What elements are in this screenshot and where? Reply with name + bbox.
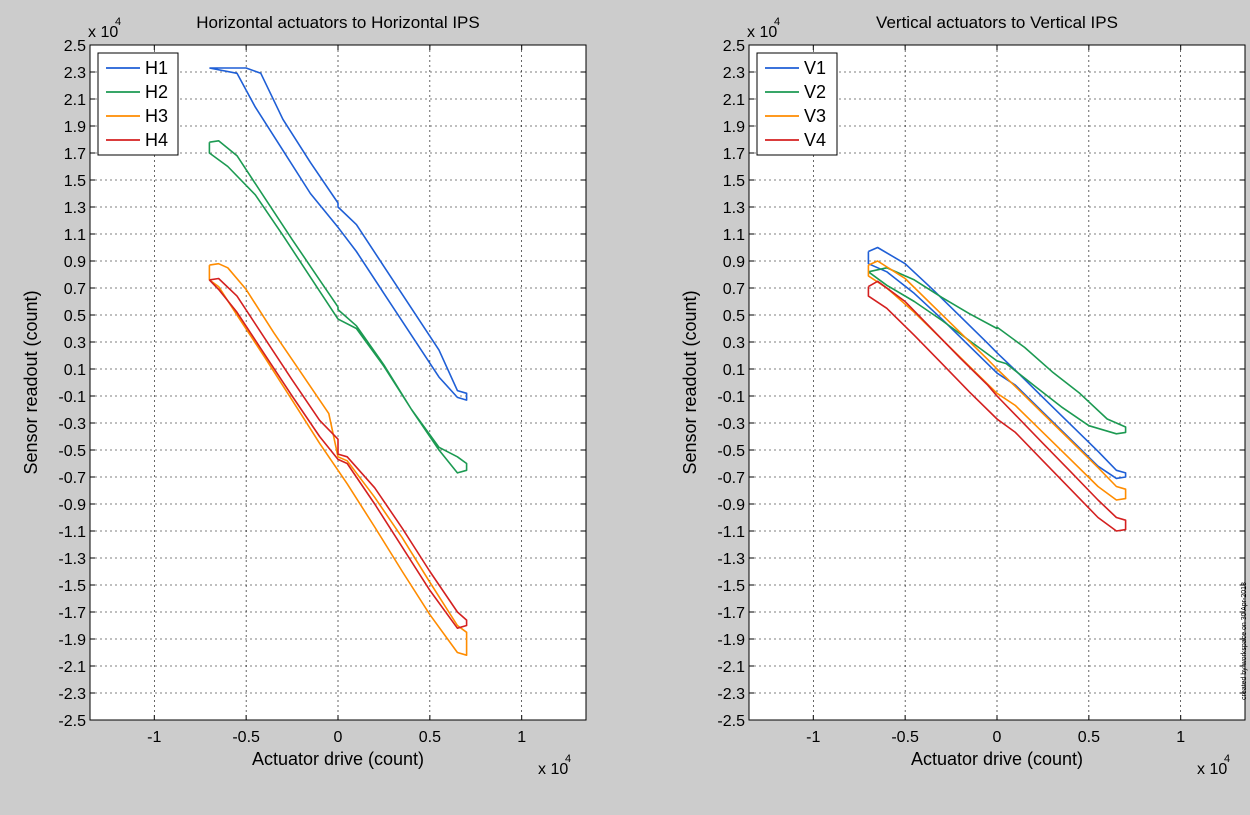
v-y-tick-label: -0.9 [717,497,745,514]
h-series-h3-line [208,262,468,656]
h-y-tick-label: -1.1 [58,524,86,541]
v-y-tick-label: -1.5 [717,578,745,595]
h-y-tick-label: 1.3 [64,200,86,217]
h-y-exponent-power: 4 [115,16,121,28]
h-legend: H1 H2 H3 H4 [97,52,179,156]
v-x-tick-label: 0.5 [1078,729,1100,746]
v-y-tick-label: 1.9 [723,119,745,136]
v-x-tick-label: -1 [806,729,820,746]
v-y-tick-label: -1.9 [717,632,745,649]
v-y-tick-label: 2.5 [723,38,745,55]
vertical-plot: -1 -0.5 0 0.5 1 2.5 2.3 2.1 1.9 1.7 1.5 1.3 1.1 0.9 0.… [680,13,1246,778]
h-y-tick-label: 0.5 [64,308,86,325]
v-y-tick-label: -1.7 [717,605,745,622]
v-y-tick-label: 1.7 [723,146,745,163]
h-series-h2-line [208,140,468,474]
v-y-tick-label: -0.7 [717,470,745,487]
v-legend-entry-v2: V2 [804,82,826,102]
h-y-tick-label: 2.3 [64,65,86,82]
h-y-tick-label: 0.9 [64,254,86,271]
h-y-tick-label: 0.7 [64,281,86,298]
h-x-tick-label: 1 [517,729,526,746]
h-y-tick-label: -2.5 [58,713,86,730]
h-y-tick-label: -1.9 [58,632,86,649]
v-chart-title: Vertical actuators to Vertical IPS [876,13,1118,32]
v-y-tick-label: -1.3 [717,551,745,568]
h-plot-area [90,45,586,720]
v-x-tick-label: 1 [1176,729,1185,746]
h-x-tick-label: 0.5 [419,729,441,746]
v-y-tick-label: 2.1 [723,92,745,109]
credit-text: created by workspace on 30 Apr-2013 [1241,582,1248,700]
v-y-exponent-power: 4 [774,16,780,28]
v-legend-box [756,52,838,156]
h-y-tick-label: -1.5 [58,578,86,595]
v-y-exponent-label: x 10 [747,24,777,41]
v-y-tick-label: 2.3 [723,65,745,82]
h-x-tick-label: -1 [147,729,161,746]
h-y-tick-label: 1.1 [64,227,86,244]
h-x-axis-label: Actuator drive (count) [252,749,424,769]
h-legend-entry-h2: H2 [145,82,168,102]
h-y-tick-label: -1.3 [58,551,86,568]
h-y-tick-label: -0.7 [58,470,86,487]
h-y-tick-label: 0.3 [64,335,86,352]
h-x-exponent-power: 4 [565,753,571,765]
h-y-tick-label: -0.9 [58,497,86,514]
h-y-tick-label: 1.7 [64,146,86,163]
v-x-exponent-power: 4 [1224,753,1230,765]
h-y-tick-label: 0.1 [64,362,86,379]
h-x-exponent-label: x 10 [538,761,568,778]
v-y-tick-label: 0.3 [723,335,745,352]
v-y-tick-label: 1.1 [723,227,745,244]
v-y-tick-label: 0.1 [723,362,745,379]
v-legend-entry-v4: V4 [804,130,826,150]
v-y-axis-label: Sensor readout (count) [680,290,700,474]
v-legend-entry-v3: V3 [804,106,826,126]
v-y-tick-label: -1.1 [717,524,745,541]
h-legend-entry-h4: H4 [145,130,168,150]
horizontal-plot: -1 -0.5 0 0.5 1 2.5 2.3 2.1 1.9 1.7 1.5 1.3 1.1 0.9 0.… [21,13,587,778]
v-legend-entry-v1: V1 [804,58,826,78]
v-y-tick-label: -0.3 [717,416,745,433]
h-y-tick-label: 2.1 [64,92,86,109]
h-y-exponent-label: x 10 [88,24,118,41]
h-chart-title: Horizontal actuators to Horizontal IPS [196,13,479,32]
v-y-tick-label: 0.7 [723,281,745,298]
h-y-axis-label: Sensor readout (count) [21,290,41,474]
h-series-h4-line [208,277,468,629]
v-y-tick-label: -0.5 [717,443,745,460]
v-y-tick-label: -0.1 [717,389,745,406]
h-legend-entry-h1: H1 [145,58,168,78]
v-y-tick-label: 1.5 [723,173,745,190]
h-legend-entry-h3: H3 [145,106,168,126]
h-y-tick-label: -1.7 [58,605,86,622]
v-y-tick-label: -2.3 [717,686,745,703]
h-y-tick-label: 2.5 [64,38,86,55]
v-plot-area [749,45,1245,720]
h-y-tick-label: -2.1 [58,659,86,676]
v-y-tick-label: -2.5 [717,713,745,730]
v-y-tick-label: 0.5 [723,308,745,325]
h-y-tick-label: -0.3 [58,416,86,433]
h-y-tick-label: 1.5 [64,173,86,190]
v-x-tick-label: 0 [993,729,1002,746]
h-y-tick-label: -0.5 [58,443,86,460]
v-series-v4-line [867,280,1127,532]
h-y-tick-label: -2.3 [58,686,86,703]
v-y-tick-label: 0.9 [723,254,745,271]
h-y-tick-label: 1.9 [64,119,86,136]
v-y-tick-label: 1.3 [723,200,745,217]
v-legend: V1 V2 V3 V4 [756,52,838,156]
h-legend-box [97,52,179,156]
v-x-exponent-label: x 10 [1197,761,1227,778]
h-y-tick-label: -0.1 [58,389,86,406]
v-x-axis-label: Actuator drive (count) [911,749,1083,769]
v-x-tick-label: -0.5 [891,729,919,746]
h-x-tick-label: -0.5 [232,729,260,746]
v-y-tick-label: -2.1 [717,659,745,676]
h-x-tick-label: 0 [334,729,343,746]
h-series-h1-line [209,67,468,401]
